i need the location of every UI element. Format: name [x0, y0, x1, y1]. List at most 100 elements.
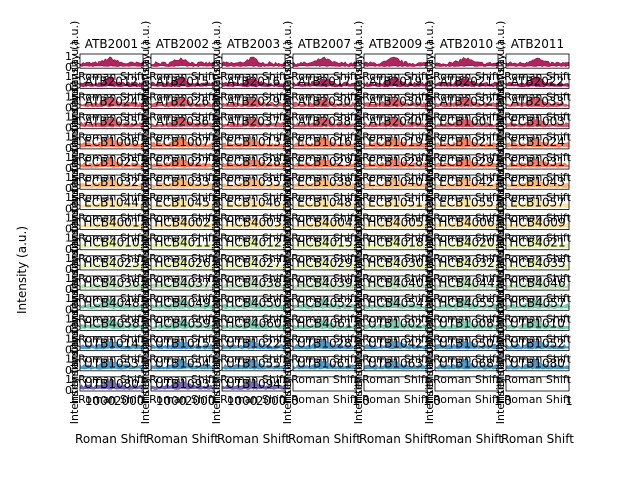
- panel-label: HCB4001: [83, 216, 139, 230]
- panel-frame: [505, 73, 570, 89]
- x-axis-label: Roman Shift: [78, 292, 145, 305]
- y-tick-label: 0: [65, 202, 72, 215]
- panel-frame: [292, 255, 357, 271]
- panel-ylabel: Intensity (a.u.): [352, 21, 365, 102]
- panel-ylabel: Intensity (a.u.): [139, 303, 152, 384]
- panel-frame: [292, 215, 357, 230]
- panel-ylabel: Intensity (a.u.): [423, 41, 436, 122]
- panel-frame: [150, 295, 215, 311]
- panel-frame: [221, 315, 286, 331]
- panel-label: ECB1007: [155, 135, 210, 149]
- panel-label: ATB2030: [298, 94, 351, 108]
- panel-label: HCB4039: [296, 276, 352, 290]
- panel-ylabel: Intensity (a.u.): [139, 101, 152, 182]
- panel-label: ECB1025: [84, 155, 139, 169]
- panel-title: ATB2010: [440, 37, 493, 51]
- panel-frame: [150, 315, 215, 331]
- panel-label: UTB1055: [226, 357, 281, 371]
- panel-ylabel: Intensity (a.u.): [352, 81, 365, 162]
- panel-label: HCB4021: [509, 236, 565, 250]
- y-tick-label: 0: [65, 344, 72, 357]
- panel-label: UTB1015: [155, 337, 210, 351]
- x-axis-label: Roman Shift: [220, 353, 287, 366]
- x-axis-label: Roman Shift: [362, 312, 429, 325]
- panel-frame: [505, 174, 570, 190]
- panel-ylabel: Intensity (a.u.): [423, 162, 436, 243]
- panel-ylabel: Intensity (a.u.): [494, 202, 507, 283]
- panel-ylabel: Intensity (a.u.): [352, 223, 365, 304]
- panel-label: HCB4037: [154, 276, 210, 290]
- panel-frame: [434, 154, 499, 170]
- panel-ylabel: Intensity (a.u.): [423, 344, 436, 425]
- panel-label: HCB4036: [83, 276, 139, 290]
- panel-ylabel: Intensity (a.u.): [68, 263, 81, 344]
- x-axis-label: Roman Shift: [504, 373, 571, 386]
- panel-label: UTB1042: [368, 337, 423, 351]
- panel-ylabel: Intensity (a.u.): [68, 122, 81, 203]
- panel-frame: [505, 255, 570, 271]
- x-tick-label: 0: [504, 394, 512, 408]
- spectrum-band: [221, 56, 286, 67]
- panel-frame: [79, 194, 144, 210]
- panel-label: ECB1033: [155, 175, 210, 189]
- panel-frame: [292, 73, 357, 89]
- panel-frame: [292, 356, 357, 372]
- x-axis-label: Roman Shift: [362, 272, 429, 285]
- panel-frame: [221, 215, 286, 230]
- panel-frame: [150, 376, 215, 392]
- panel-label: ATB2022: [511, 74, 564, 88]
- x-axis-label: Roman Shift: [78, 232, 145, 245]
- panel-ylabel: Intensity (a.u.): [68, 41, 81, 122]
- x-axis-label: Roman Shift: [291, 171, 358, 184]
- panel-ylabel: Intensity (a.u.): [139, 344, 152, 425]
- panel: ATB2029 Intensity (a.u.)Roman Shift: [210, 61, 288, 142]
- panel-frame: [292, 53, 357, 69]
- panel-ylabel: Intensity (a.u.): [423, 101, 436, 182]
- panel-frame: [150, 336, 215, 352]
- panel-ylabel: Intensity (a.u.): [494, 243, 507, 324]
- x-axis-label: Roman Shift: [362, 292, 429, 305]
- panel-frame: [363, 194, 428, 210]
- panel-label: HCB4040: [367, 276, 423, 290]
- x-axis-label: Roman Shift: [291, 393, 358, 406]
- panel-frame: [363, 53, 428, 69]
- panel-ylabel: Intensity (a.u.): [210, 101, 223, 182]
- panel-frame: [150, 93, 215, 109]
- panel-label: ATB2036: [156, 115, 209, 129]
- panel-frame: [79, 336, 144, 352]
- panel-frame: [363, 255, 428, 271]
- y-tick-label: 1: [65, 373, 72, 386]
- panel-label: ATB2037: [227, 115, 280, 129]
- x-axis-label: Roman Shift: [220, 292, 287, 305]
- panel-label: ATB2033: [511, 94, 564, 108]
- panel-label: ECB1038: [297, 175, 352, 189]
- panel-label: HCB4015: [296, 236, 352, 250]
- panel-ylabel: Intensity (a.u.): [352, 303, 365, 384]
- panel-ylabel: Intensity (a.u.): [210, 202, 223, 283]
- panel: ATB2016 Intensity (a.u.)Roman Shift: [210, 41, 288, 122]
- panel-ylabel: Intensity (a.u.): [139, 323, 152, 404]
- panel: ATB2022 Intensity (a.u.)Roman Shift: [494, 41, 572, 122]
- panel-ylabel: Intensity (a.u.): [494, 162, 507, 243]
- panel-ylabel: Intensity (a.u.): [423, 243, 436, 324]
- panel-label: HCB4003: [225, 216, 281, 230]
- panel-frame: [434, 336, 499, 352]
- x-axis-label: Roman Shift: [433, 252, 500, 265]
- y-tick-label: 0: [65, 283, 72, 296]
